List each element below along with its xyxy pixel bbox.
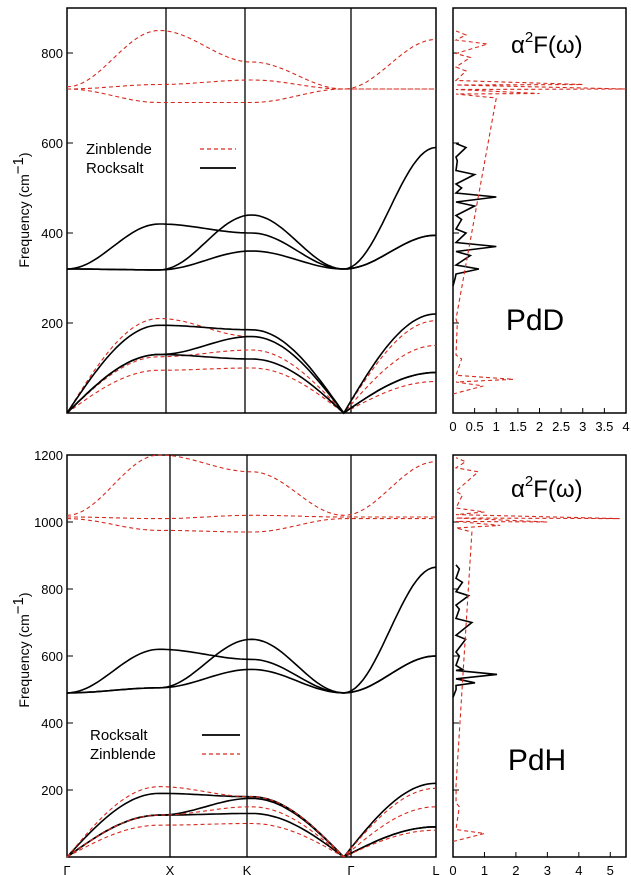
pdd-zinblende-band-5: [66, 29, 437, 90]
pdh-kpoint-lines: [169, 455, 352, 857]
pdh-legend: Rocksalt Zinblende: [90, 727, 240, 763]
pdh-eliashberg-x-tick-label: 4: [575, 863, 582, 875]
pdd-eliashberg-x-tick-label: 2: [536, 419, 543, 434]
pdh-legend-zinblende: Zinblende: [90, 746, 156, 763]
pdd-y-ticks: 200 400 600 800: [41, 46, 459, 331]
pdh-label: PdH: [508, 744, 566, 777]
pdd-kpoint-lines: [165, 8, 352, 413]
pdh-zinblende-band-2: [66, 786, 437, 858]
pdd-eliashberg-traces: [452, 30, 627, 395]
pdd-eliashberg-black-trace: [452, 142, 497, 287]
pdh-x-tick-label: K: [243, 863, 252, 875]
pdd-eliashberg-x-tick-label: 3.5: [595, 419, 613, 434]
pdh-rocksalt-band-3: [66, 655, 437, 694]
pdh-eliashberg-x-tick-label: 2: [512, 863, 519, 875]
pdd-zinblende-band-3: [66, 88, 436, 104]
pdh-panel: 200 400 600 800 1000 1200 Γ X K Γ L 0 1 2 3 4 5 Freque…: [10, 448, 627, 875]
pdh-zinblende-band-0: [66, 822, 437, 858]
pdh-x-tick-label: Γ: [347, 863, 354, 875]
pdd-eliashberg-label: α2F(ω): [511, 29, 583, 59]
pdh-bands: [66, 454, 437, 859]
pdd-panel: 200 400 600 800 0 0.5 1 1.5 2 2.5 3 3.5 4 Frequency…: [10, 7, 630, 434]
pdd-zinblende-band-0: [66, 367, 437, 414]
pdd-rocksalt-band-2: [66, 313, 437, 415]
pdh-x-tick-label: L: [432, 863, 439, 875]
pdd-label: PdD: [506, 304, 564, 337]
pdh-y-ticks: 200 400 600 800 1000 1200: [34, 448, 459, 798]
pdd-rocksalt-band-0: [66, 353, 437, 415]
pdh-eliashberg-traces: [452, 457, 620, 843]
pdd-legend-zinblende: Zinblende: [86, 141, 152, 158]
pdh-eliashberg-x-tick-label: 1: [481, 863, 488, 875]
pdd-legend: Zinblende Rocksalt: [86, 141, 236, 177]
pdh-rocksalt-band-2: [66, 782, 437, 859]
pdd-y-tick-label: 400: [41, 226, 63, 241]
pdd-eliashberg-x-tick-label: 0.5: [466, 419, 484, 434]
pdd-eliashberg-x-tick-label: 2.5: [552, 419, 570, 434]
pdd-eliashberg-x-tick-label: 0: [449, 419, 456, 434]
pdh-zinblende-band-5: [66, 454, 437, 516]
pdd-rocksalt-band-1: [66, 335, 437, 415]
pdh-y-tick-label: 400: [41, 716, 63, 731]
pdd-y-tick-label: 600: [41, 136, 63, 151]
pdh-eliashberg-x-ticks: 0 1 2 3 4 5: [449, 852, 614, 875]
pdd-rocksalt-band-5: [66, 223, 437, 270]
pdd-y-tick-label: 200: [41, 316, 63, 331]
pdh-y-axis-label: Frequency (cm−1): [10, 592, 32, 707]
pdh-eliashberg-x-tick-label: 5: [607, 863, 614, 875]
pdd-dispersion-frame: [66, 7, 437, 414]
pdd-rocksalt-band-4: [67, 146, 437, 271]
pdd-eliashberg-x-tick-label: 4: [622, 419, 629, 434]
pdh-y-tick-label: 600: [41, 649, 63, 664]
pdh-eliashberg-x-tick-label: 0: [449, 863, 456, 875]
pdh-rocksalt-band-0: [66, 812, 436, 858]
pdh-zinblende-band-4: [67, 514, 436, 520]
pdh-y-tick-label: 200: [41, 783, 63, 798]
pdd-y-tick-label: 800: [41, 46, 63, 61]
pdh-rocksalt-band-4: [66, 566, 437, 694]
pdh-eliashberg-x-tick-label: 3: [544, 863, 551, 875]
pdh-y-tick-label: 1200: [34, 448, 63, 463]
pdh-zinblende-band-1: [66, 806, 437, 858]
pdh-zinblende-band-3: [66, 518, 436, 533]
pdd-eliashberg-x-tick-label: 1: [493, 419, 500, 434]
pdd-eliashberg-red-trace: [452, 30, 627, 395]
pdd-y-axis-label: Frequency (cm−1): [10, 152, 32, 267]
pdh-rocksalt-band-5: [66, 648, 437, 694]
pdd-zinblende-band-1: [66, 344, 437, 414]
pdh-x-tick-label: X: [166, 863, 175, 875]
pdd-eliashberg-frame: [452, 7, 627, 414]
pdh-eliashberg-red-trace: [452, 457, 620, 843]
pdd-eliashberg-x-ticks: 0 0.5 1 1.5 2 2.5 3 3.5 4: [449, 408, 630, 434]
pdh-x-tick-label: Γ: [63, 863, 70, 875]
pdd-zinblende-band-4: [67, 79, 436, 90]
pdh-eliashberg-label: α2F(ω): [511, 473, 583, 503]
pdh-legend-rocksalt: Rocksalt: [90, 727, 148, 744]
pdd-bands: [66, 29, 437, 415]
pdd-legend-rocksalt: Rocksalt: [86, 160, 144, 177]
pdd-eliashberg-x-tick-label: 1.5: [509, 419, 527, 434]
pdh-y-tick-label: 800: [41, 582, 63, 597]
pdh-eliashberg-black-trace: [452, 564, 498, 698]
pdh-y-tick-label: 1000: [34, 515, 63, 530]
pdd-eliashberg-x-tick-label: 3: [579, 419, 586, 434]
